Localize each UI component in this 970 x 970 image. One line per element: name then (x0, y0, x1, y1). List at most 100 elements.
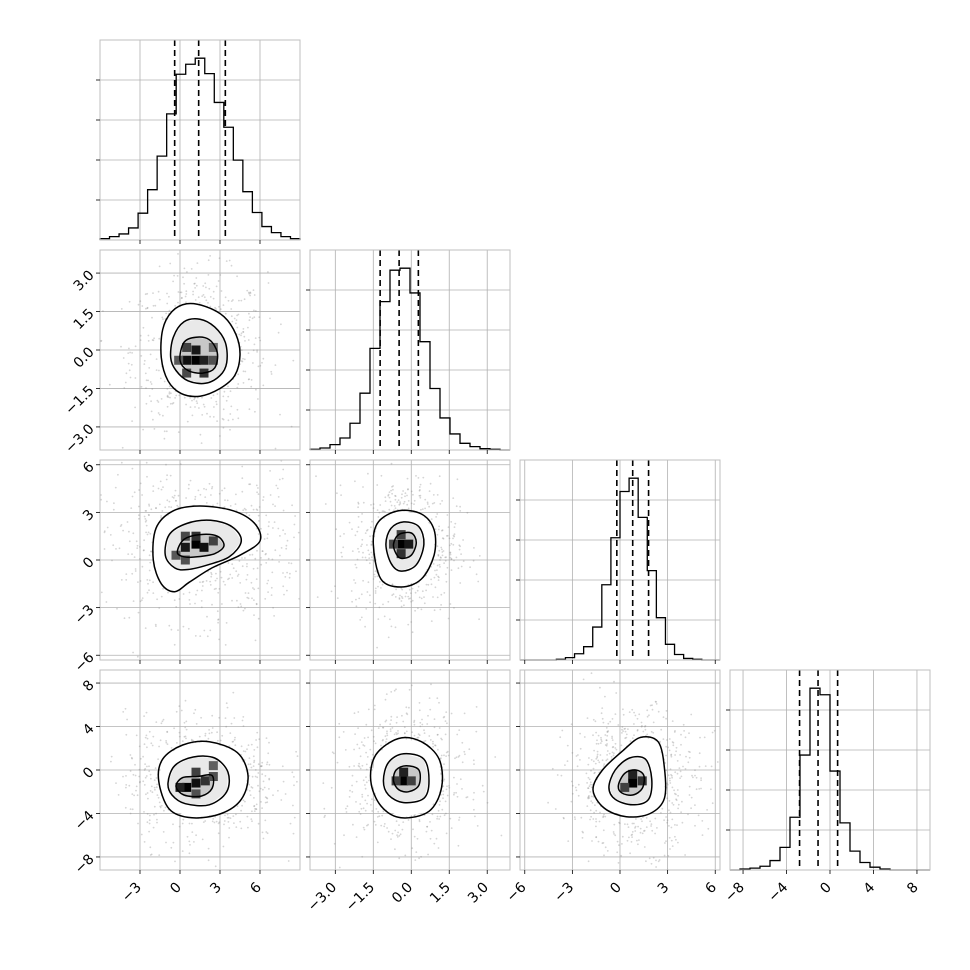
scatter-point (232, 815, 235, 817)
scatter-point (445, 556, 447, 559)
scatter-point (132, 651, 135, 654)
scatter-point (456, 795, 459, 798)
scatter-point (664, 762, 667, 764)
scatter-point (436, 815, 439, 818)
scatter-point (253, 759, 256, 762)
scatter-point (194, 495, 197, 498)
scatter-point (354, 563, 357, 566)
scatter-point (621, 728, 623, 731)
scatter-point (158, 503, 161, 506)
scatter-point (399, 501, 401, 503)
scatter-point (419, 494, 422, 497)
scatter-point (196, 262, 199, 264)
density-cell-2 (391, 776, 401, 786)
scatter-point (617, 862, 620, 864)
density-cell-0 (182, 782, 192, 792)
y-tick-label-0: −6 (72, 650, 98, 676)
scatter-point (394, 848, 396, 851)
scatter-point (242, 609, 245, 612)
scatter-point (139, 757, 142, 760)
scatter-point (125, 733, 128, 736)
scatter-point (201, 414, 204, 416)
scatter-point (359, 619, 362, 621)
scatter-point (195, 834, 198, 837)
scatter-point (380, 587, 382, 589)
scatter-point (666, 739, 668, 741)
scatter-point (185, 450, 187, 452)
scatter-point (261, 773, 264, 776)
scatter-point (421, 718, 423, 721)
scatter-point (437, 847, 440, 849)
scatter-point (373, 799, 376, 801)
scatter-point (144, 763, 147, 765)
scatter-point (229, 573, 232, 576)
scatter-point (443, 562, 445, 564)
scatter-point (402, 502, 405, 505)
scatter-point (388, 491, 391, 494)
scatter-point (644, 728, 647, 731)
scatter-point (393, 666, 395, 668)
scatter-point (590, 769, 592, 772)
scatter-point (169, 262, 172, 265)
scatter-point (255, 808, 258, 811)
scatter-point (423, 740, 425, 743)
scatter-point (395, 820, 398, 823)
scatter-point (621, 726, 624, 728)
scatter-point (204, 282, 207, 285)
scatter-point (153, 805, 156, 808)
scatter-point (481, 784, 484, 787)
scatter-point (232, 567, 235, 570)
scatter-point (158, 413, 161, 416)
scatter-point (211, 487, 213, 490)
scatter-point (230, 308, 233, 310)
scatter-point (344, 749, 347, 751)
scatter-point (163, 437, 166, 440)
scatter-point (159, 806, 162, 809)
scatter-point (324, 814, 326, 817)
scatter-point (688, 756, 691, 759)
scatter-point (153, 813, 155, 816)
scatter-point (227, 821, 230, 823)
scatter-point (148, 830, 151, 833)
scatter-point (419, 489, 421, 491)
scatter-point (148, 819, 151, 822)
scatter-point (363, 745, 366, 747)
scatter-point (215, 572, 217, 575)
scatter-point (387, 493, 390, 496)
scatter-point (146, 813, 149, 815)
scatter-point (247, 326, 249, 329)
scatter-point (587, 795, 590, 798)
scatter-point (459, 778, 462, 781)
scatter-point (338, 722, 341, 725)
scatter-point (117, 473, 119, 476)
scatter-point (413, 719, 416, 722)
scatter-point (165, 478, 168, 481)
scatter-point (241, 557, 243, 559)
scatter-point (595, 818, 597, 820)
scatter-point (587, 787, 590, 789)
scatter-point (595, 825, 597, 828)
scatter-point (587, 787, 589, 789)
scatter-point (450, 558, 453, 560)
scatter-point (260, 563, 263, 566)
scatter-point (457, 756, 460, 758)
scatter-point (140, 385, 143, 388)
scatter-point (398, 834, 401, 837)
scatter-point (595, 731, 597, 734)
scatter-point (442, 780, 445, 782)
scatter-point (698, 752, 701, 755)
scatter-point (293, 816, 296, 819)
scatter-point (240, 332, 243, 335)
scatter-point (596, 755, 599, 758)
scatter-point (230, 264, 233, 267)
scatter-point (396, 836, 399, 838)
scatter-point (426, 503, 429, 505)
scatter-point (432, 596, 434, 598)
x-tick-label-1: −4 (765, 879, 791, 905)
scatter-point (211, 603, 213, 606)
scatter-point (143, 841, 146, 843)
scatter-point (230, 315, 233, 318)
scatter-point (367, 823, 369, 826)
scatter-point (473, 763, 475, 765)
scatter-point (306, 585, 308, 587)
